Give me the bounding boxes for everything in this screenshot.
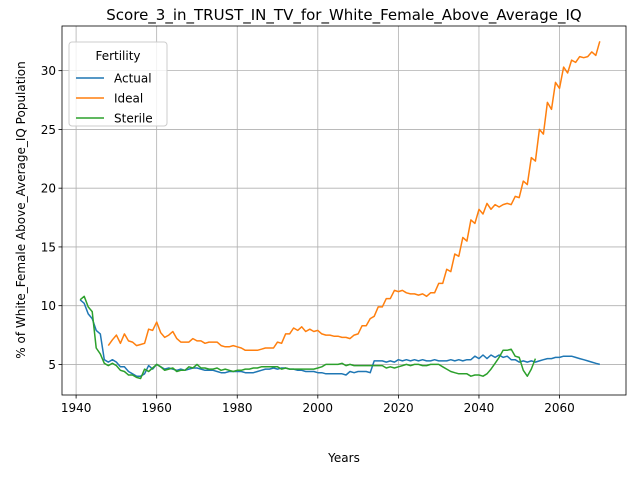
x-tick-label: 1980 <box>222 401 253 415</box>
legend-label-actual: Actual <box>114 72 152 86</box>
series-lines <box>79 41 601 380</box>
x-axis-ticks: 1940 1960 1980 2000 2020 2040 2060 <box>61 395 575 415</box>
x-tick-label: 2020 <box>383 401 414 415</box>
x-tick-label: 1960 <box>141 401 172 415</box>
y-tick-label: 20 <box>41 182 56 196</box>
y-tick-label: 5 <box>48 358 56 372</box>
y-tick-label: 30 <box>41 64 56 78</box>
x-tick-label: 2060 <box>544 401 575 415</box>
y-tick-label: 15 <box>41 240 56 254</box>
chart-title: Score_3_in_TRUST_IN_TV_for_White_Female_… <box>106 6 581 25</box>
x-axis-label: Years <box>327 451 360 465</box>
y-axis-ticks: 5 10 15 20 25 30 <box>41 64 62 372</box>
legend: Fertility Actual Ideal Sterile <box>68 41 168 127</box>
series-line-sterile <box>79 295 537 380</box>
y-axis-label: % of White_Female Above_Average_IQ Popul… <box>14 61 28 358</box>
legend-title: Fertility <box>95 49 140 63</box>
series-line-ideal <box>107 41 601 352</box>
x-tick-label: 1940 <box>61 401 92 415</box>
legend-items: Actual Ideal Sterile <box>76 72 153 126</box>
x-tick-label: 2040 <box>464 401 495 415</box>
series-line-actual <box>79 299 600 377</box>
y-tick-label: 10 <box>41 299 56 313</box>
legend-box <box>68 41 168 127</box>
legend-label-sterile: Sterile <box>114 112 153 126</box>
x-tick-label: 2000 <box>303 401 334 415</box>
y-tick-label: 25 <box>41 123 56 137</box>
plot-frame <box>61 25 627 396</box>
legend-label-ideal: Ideal <box>114 92 143 106</box>
